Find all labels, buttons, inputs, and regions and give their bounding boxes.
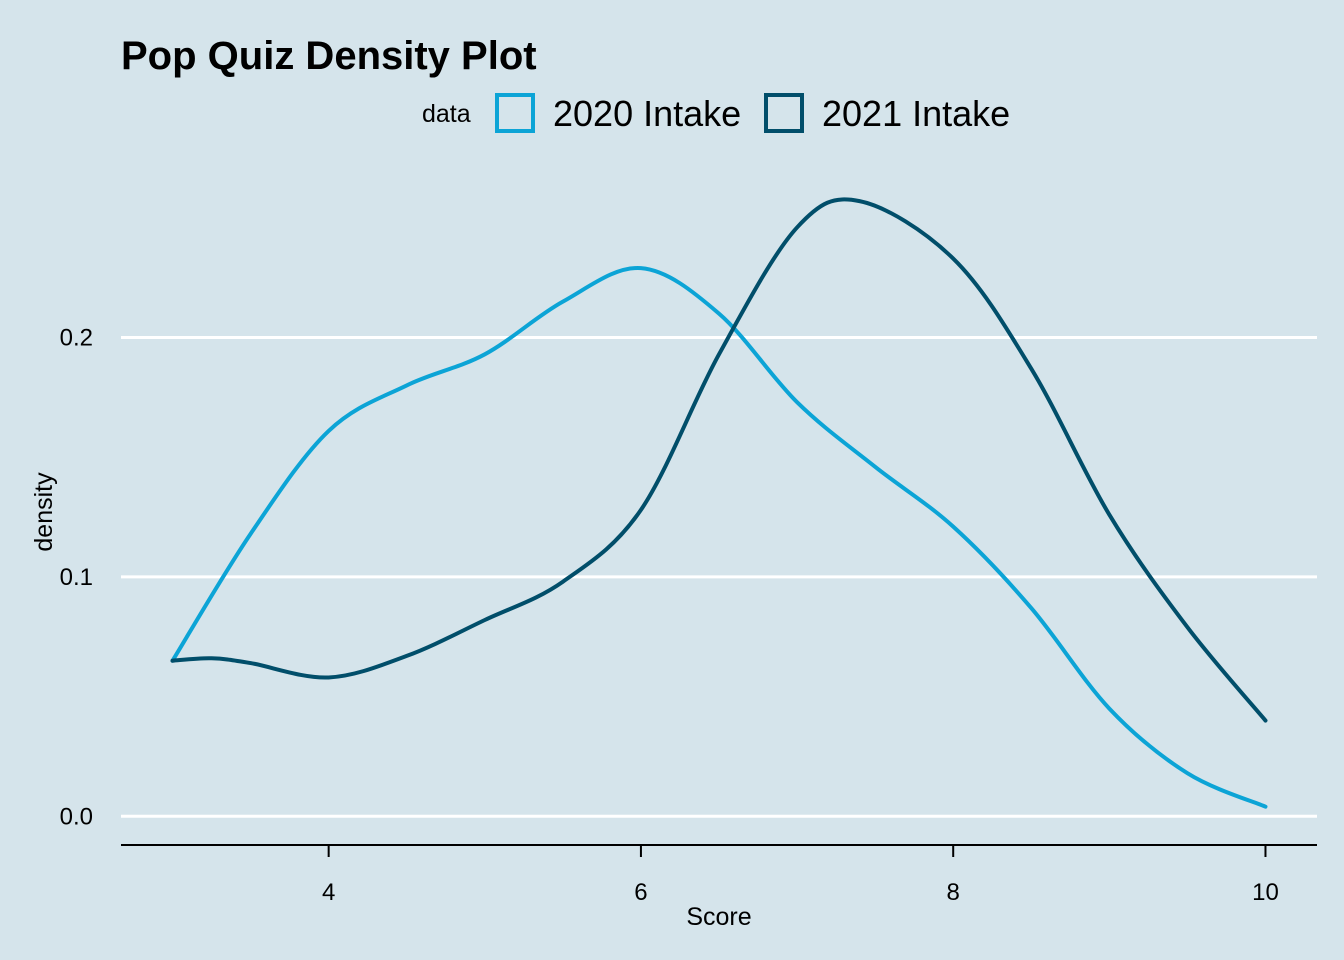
series-line-1 [170, 197, 1268, 723]
gridlines [121, 336, 1317, 818]
y-tick-label-2: 0.2 [60, 325, 93, 352]
y-axis-ticks: 0.0 0.1 0.2 [60, 325, 93, 831]
chart-title: Pop Quiz Density Plot [121, 34, 537, 78]
legend-item-2020: 2020 Intake [495, 93, 741, 134]
legend-label-2021: 2021 Intake [822, 93, 1010, 134]
series-lines [170, 197, 1268, 809]
legend-item-2021: 2021 Intake [764, 93, 1010, 134]
x-axis-label: Score [686, 903, 751, 931]
x-tick-label-3: 10 [1252, 879, 1279, 906]
y-tick-label-0: 0.0 [60, 803, 93, 830]
x-axis-ticks: 4 6 8 10 [322, 845, 1279, 906]
x-tick-label-1: 6 [634, 879, 647, 906]
x-tick-label-2: 8 [947, 879, 960, 906]
series-line-0 [170, 266, 1268, 809]
legend-key-2020 [495, 93, 535, 133]
legend: data 2020 Intake 2021 Intake [422, 93, 1010, 134]
legend-label-2020: 2020 Intake [553, 93, 741, 134]
y-axis-label: density [30, 472, 58, 552]
x-tick-label-0: 4 [322, 879, 335, 906]
legend-title: data [422, 100, 471, 128]
legend-key-2021 [764, 93, 804, 133]
y-tick-label-1: 0.1 [60, 564, 93, 591]
